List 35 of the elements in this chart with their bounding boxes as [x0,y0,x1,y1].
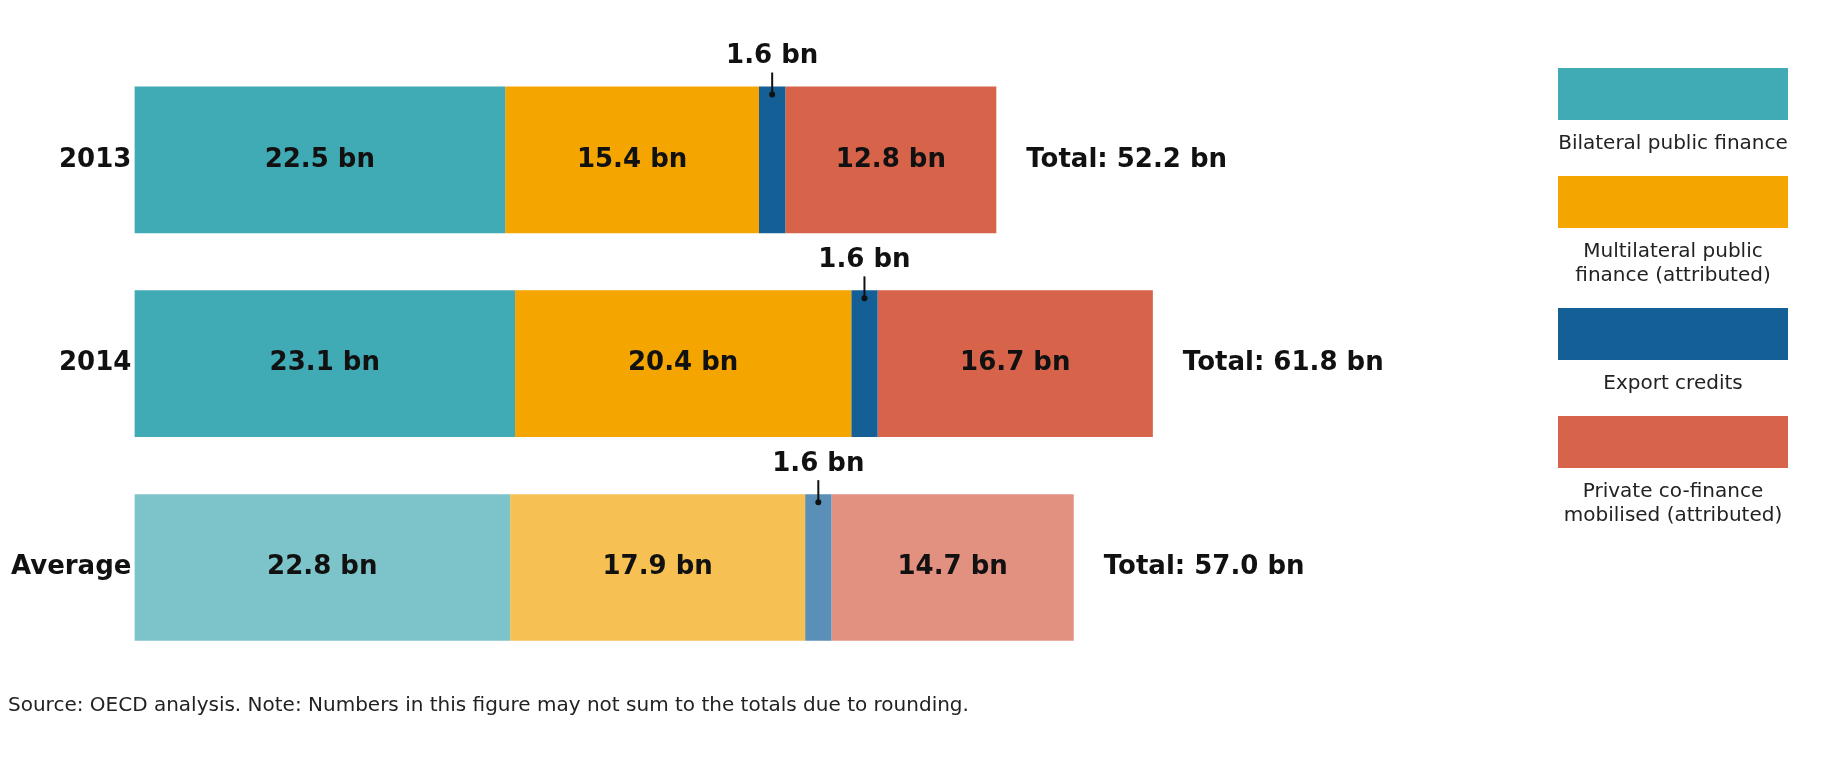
data-label: 12.8 bn [835,142,946,173]
bar [877,290,1153,438]
text: Private co-finance mobilised (attributed) [1562,478,1784,526]
y-tick-label: 2013 [59,142,132,173]
data-label: 1.6 bn [818,243,911,274]
source-note: Source: OECD analysis. Note: Numbers in this figure may not sum to the totals due to rounding. [8,692,970,716]
total-label: Total: 52.2 bn [1026,142,1228,173]
bar [831,494,1074,641]
data-label: 1.6 bn [772,446,865,477]
data-label: 22.8 bn [267,550,378,581]
data-label: 14.7 bn [897,550,1008,581]
bar [515,290,852,438]
bar [758,86,786,234]
data-label: 1.6 bn [726,39,819,70]
data-label: 17.9 bn [602,550,713,581]
bar [510,494,806,641]
text: Export credits [1603,370,1743,394]
total-label: Total: 57.0 bn [1103,550,1305,581]
text: Bilateral public finance [1558,130,1788,154]
data-label: 16.7 bn [960,346,1071,377]
data-label: 22.5 bn [264,142,375,173]
bar [134,86,506,234]
data-label: 20.4 bn [628,346,739,377]
data-label: 15.4 bn [576,142,688,173]
bar [505,86,759,234]
total-label: Total: 61.8 bn [1182,346,1384,377]
text: Multilateral public finance (attributed) [1574,238,1772,286]
bar [851,290,878,438]
y-tick-label: Average [11,550,132,581]
bar [134,494,511,641]
bar [805,494,832,641]
bar [134,290,516,438]
data-label: 23.1 bn [269,346,380,377]
bar [785,86,997,234]
y-tick-label: 2014 [59,346,132,377]
